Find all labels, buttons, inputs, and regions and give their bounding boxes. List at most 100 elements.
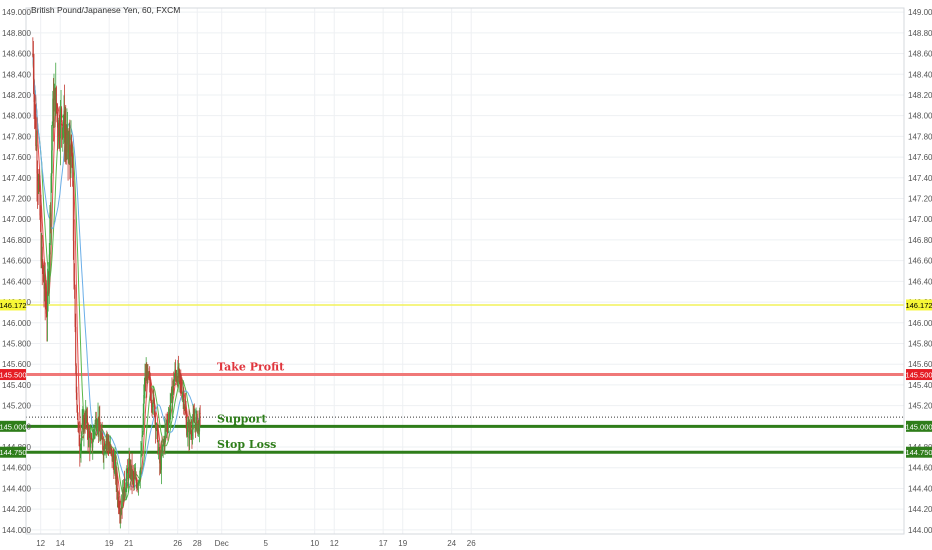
candle-body — [166, 422, 168, 426]
candle-body — [130, 464, 132, 477]
candle-body — [199, 413, 201, 414]
candle-body — [133, 475, 135, 480]
y-tick-label-left: 144.000 — [2, 526, 31, 535]
price-levels — [26, 304, 904, 454]
candle-body — [42, 263, 44, 268]
candle-body — [48, 280, 50, 285]
y-tick-label-left: 148.600 — [2, 50, 31, 59]
x-tick-label: 26 — [173, 539, 182, 548]
candle-body — [192, 426, 194, 436]
candle-body — [112, 455, 114, 462]
candle-body — [125, 489, 127, 492]
candle-body — [126, 469, 128, 473]
candle-body — [139, 479, 141, 482]
candle-body — [50, 175, 52, 217]
candle-body — [119, 511, 121, 515]
candle-body — [138, 481, 140, 486]
candle-body — [41, 246, 43, 264]
candle-body — [73, 240, 75, 281]
candle-body — [193, 418, 195, 423]
candle-body — [66, 130, 68, 135]
y-tick-label-left: 147.800 — [2, 132, 31, 141]
candle-body — [136, 482, 138, 488]
candle-body — [145, 377, 147, 381]
candle-body — [170, 389, 172, 395]
candle-body — [42, 267, 44, 282]
candle-body — [95, 419, 97, 430]
candle-body — [194, 422, 196, 424]
candle-body — [38, 181, 40, 190]
candle-body — [78, 423, 80, 428]
y-tick-label-left: 145.400 — [2, 381, 31, 390]
candle-body — [91, 438, 93, 440]
candle-body — [177, 366, 179, 384]
candle-body — [169, 412, 171, 417]
candle-body — [69, 158, 71, 174]
candle-body — [82, 418, 84, 432]
candle-body — [170, 394, 172, 407]
x-tick-label: 5 — [264, 539, 269, 548]
price-tag-left — [0, 299, 26, 311]
candle-body — [95, 419, 97, 423]
y-tick-label-right: 147.000 — [908, 215, 932, 224]
candle-body — [59, 136, 61, 139]
y-tick-label-right: 145.400 — [908, 381, 932, 390]
candle-body — [111, 450, 113, 462]
candle-body — [76, 405, 78, 420]
candle-body — [92, 432, 94, 442]
candle-body — [190, 430, 192, 435]
candle-body — [149, 380, 151, 391]
candle-body — [129, 461, 131, 474]
candle-body — [173, 380, 175, 386]
candle-body — [137, 484, 139, 486]
candle-body — [106, 437, 108, 440]
y-tick-label-left: 145.200 — [2, 402, 31, 411]
y-tick-label-left: 149.000 — [2, 8, 31, 17]
candle-body — [99, 419, 101, 432]
candle-body — [175, 373, 177, 380]
candle-body — [80, 441, 82, 452]
candle-body — [168, 412, 170, 420]
candle-body — [48, 254, 50, 285]
candle-body — [176, 379, 178, 380]
price-tag-label-right: 145.000 — [905, 422, 932, 431]
price-tag-left — [0, 420, 26, 432]
candle-body — [164, 429, 166, 445]
x-tick-label: Dec — [215, 539, 229, 548]
chart-title: British Pound/Japanese Yen, 60, FXCM — [31, 5, 180, 15]
candle-body — [34, 106, 36, 115]
candle-body — [121, 506, 123, 514]
candle-body — [46, 313, 48, 317]
price-tag-label-left: 145.500 — [0, 371, 27, 380]
candle-body — [41, 246, 43, 262]
candle-body — [97, 416, 99, 424]
candle-body — [183, 406, 185, 409]
x-tick-label: 14 — [56, 539, 65, 548]
y-tick-label-right: 147.400 — [908, 174, 932, 183]
candle-body — [74, 287, 76, 327]
candle-body — [79, 445, 81, 454]
candle-body — [65, 132, 67, 139]
candle-body — [165, 425, 167, 427]
candle-body — [74, 280, 76, 288]
y-tick-label-right: 148.000 — [908, 112, 932, 121]
candle-body — [87, 431, 89, 440]
candle-body — [33, 79, 35, 102]
candle-body — [153, 399, 155, 415]
candle-body — [113, 461, 115, 473]
candle-body — [34, 101, 36, 107]
candle-body — [179, 373, 181, 381]
candle-body — [56, 105, 58, 112]
candle-body — [140, 452, 142, 456]
candle-body — [140, 455, 142, 469]
candle-body — [122, 489, 124, 508]
plot-frame — [25, 7, 905, 535]
candle-body — [151, 402, 153, 408]
candle-body — [197, 423, 199, 432]
annotation-label: Support — [217, 412, 267, 425]
y-tick-label-left: 146.800 — [2, 236, 31, 245]
candle-body — [93, 429, 95, 432]
candle-body — [145, 371, 147, 381]
candle-body — [186, 432, 188, 436]
